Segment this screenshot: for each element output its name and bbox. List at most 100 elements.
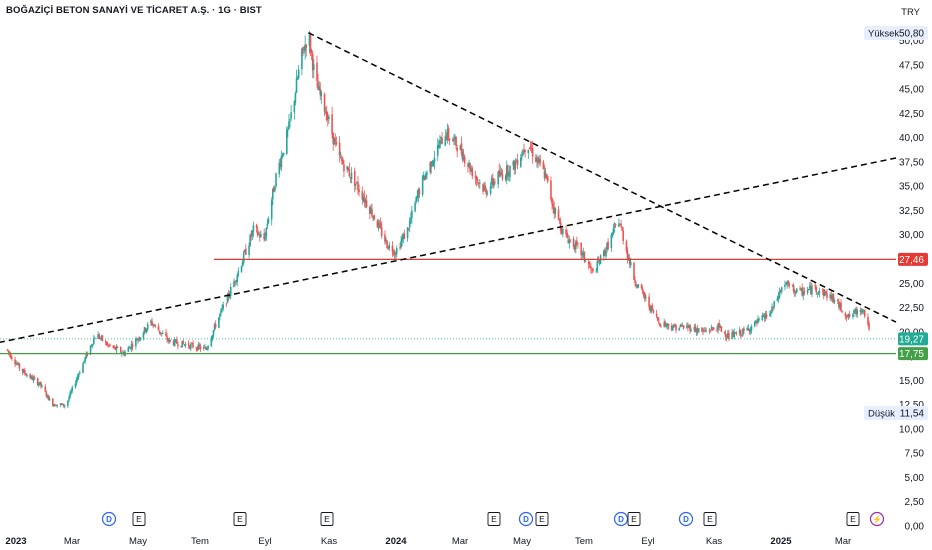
- time-tick-label: May: [513, 536, 531, 547]
- candle: [633, 262, 635, 281]
- candle: [234, 280, 236, 287]
- candle: [288, 113, 290, 130]
- candle: [310, 48, 313, 61]
- candle: [287, 126, 289, 138]
- candle: [67, 400, 69, 409]
- dividend-marker[interactable]: D: [613, 511, 629, 527]
- svg-text:D: D: [106, 515, 112, 524]
- candle: [174, 338, 177, 343]
- candle: [811, 283, 813, 298]
- currency-label: TRY: [901, 7, 920, 18]
- time-tick-label: Eyl: [258, 536, 271, 547]
- candle: [576, 236, 578, 246]
- price-axis[interactable]: 0,002,505,007,5010,0012,5015,0017,5020,0…: [899, 36, 924, 533]
- candle: [275, 172, 277, 189]
- candle: [279, 158, 282, 170]
- candle: [552, 199, 554, 214]
- svg-text:⚡: ⚡: [872, 514, 882, 524]
- candle: [408, 217, 411, 233]
- candle: [838, 298, 840, 310]
- candle: [523, 143, 525, 155]
- candle: [83, 360, 85, 364]
- candle: [380, 221, 383, 239]
- candle: [560, 227, 563, 235]
- candle: [157, 323, 160, 331]
- candle: [583, 251, 586, 263]
- candle: [303, 45, 305, 54]
- descending-trendline[interactable]: [308, 32, 897, 323]
- candle: [613, 222, 616, 233]
- candle: [678, 327, 681, 331]
- candle: [353, 167, 356, 193]
- time-axis[interactable]: 2023 Mar May Tem Eyl Kas 2024 Mar May Tem Eyl Kas 20…: [5, 536, 851, 547]
- candle: [335, 136, 338, 146]
- candle: [308, 30, 311, 54]
- candle: [461, 148, 464, 163]
- candle: [376, 218, 379, 228]
- dividend-marker[interactable]: D: [678, 511, 694, 527]
- ascending-trendline[interactable]: [0, 157, 897, 344]
- candle: [635, 281, 637, 289]
- earnings-marker[interactable]: E: [846, 512, 860, 526]
- earnings-marker[interactable]: E: [320, 512, 334, 526]
- candle: [242, 250, 245, 265]
- earnings-marker[interactable]: E: [233, 512, 247, 526]
- candle: [863, 309, 866, 319]
- candle: [598, 259, 601, 266]
- candle: [538, 155, 540, 166]
- earnings-marker[interactable]: E: [132, 512, 146, 526]
- earnings-marker[interactable]: E: [487, 512, 501, 526]
- price-tick-label: 10,00: [899, 424, 924, 435]
- candle: [652, 308, 655, 314]
- candle: [780, 286, 783, 295]
- split-marker[interactable]: ⚡: [869, 511, 885, 527]
- candle: [312, 59, 315, 79]
- candle: [379, 217, 382, 229]
- candle: [719, 324, 722, 329]
- candle: [791, 284, 794, 287]
- candle: [406, 227, 409, 242]
- candle: [521, 151, 523, 161]
- earnings-marker[interactable]: E: [703, 512, 717, 526]
- candle: [574, 240, 577, 254]
- candle: [708, 328, 711, 334]
- candle: [569, 239, 572, 243]
- candle: [474, 170, 477, 185]
- candle: [69, 390, 71, 399]
- dividend-marker[interactable]: D: [518, 511, 534, 527]
- candle: [365, 194, 368, 209]
- earnings-marker[interactable]: E: [535, 512, 549, 526]
- candle: [763, 313, 766, 323]
- candle: [320, 89, 323, 104]
- candle: [554, 207, 557, 218]
- dividend-marker[interactable]: D: [101, 511, 117, 527]
- candle: [862, 309, 865, 315]
- candle: [753, 320, 756, 328]
- candle: [402, 232, 405, 244]
- candle: [833, 298, 836, 304]
- candle: [664, 320, 667, 328]
- candle: [198, 342, 201, 350]
- candle: [295, 69, 298, 94]
- candle: [131, 341, 134, 351]
- candle: [59, 403, 62, 408]
- candle: [846, 314, 849, 318]
- candle: [296, 75, 299, 81]
- candle: [504, 173, 507, 182]
- candle: [424, 176, 426, 181]
- earnings-marker[interactable]: E: [627, 512, 641, 526]
- candle: [673, 323, 675, 329]
- price-tick-label: 47,50: [899, 60, 924, 71]
- candle: [91, 343, 94, 349]
- candle: [868, 320, 870, 332]
- candle: [16, 361, 19, 366]
- candle: [31, 374, 34, 381]
- candle: [831, 293, 834, 303]
- candle: [470, 165, 472, 173]
- candle: [648, 293, 650, 311]
- candle: [176, 336, 178, 344]
- candle: [807, 288, 810, 291]
- candle: [621, 226, 623, 231]
- candle: [436, 138, 439, 161]
